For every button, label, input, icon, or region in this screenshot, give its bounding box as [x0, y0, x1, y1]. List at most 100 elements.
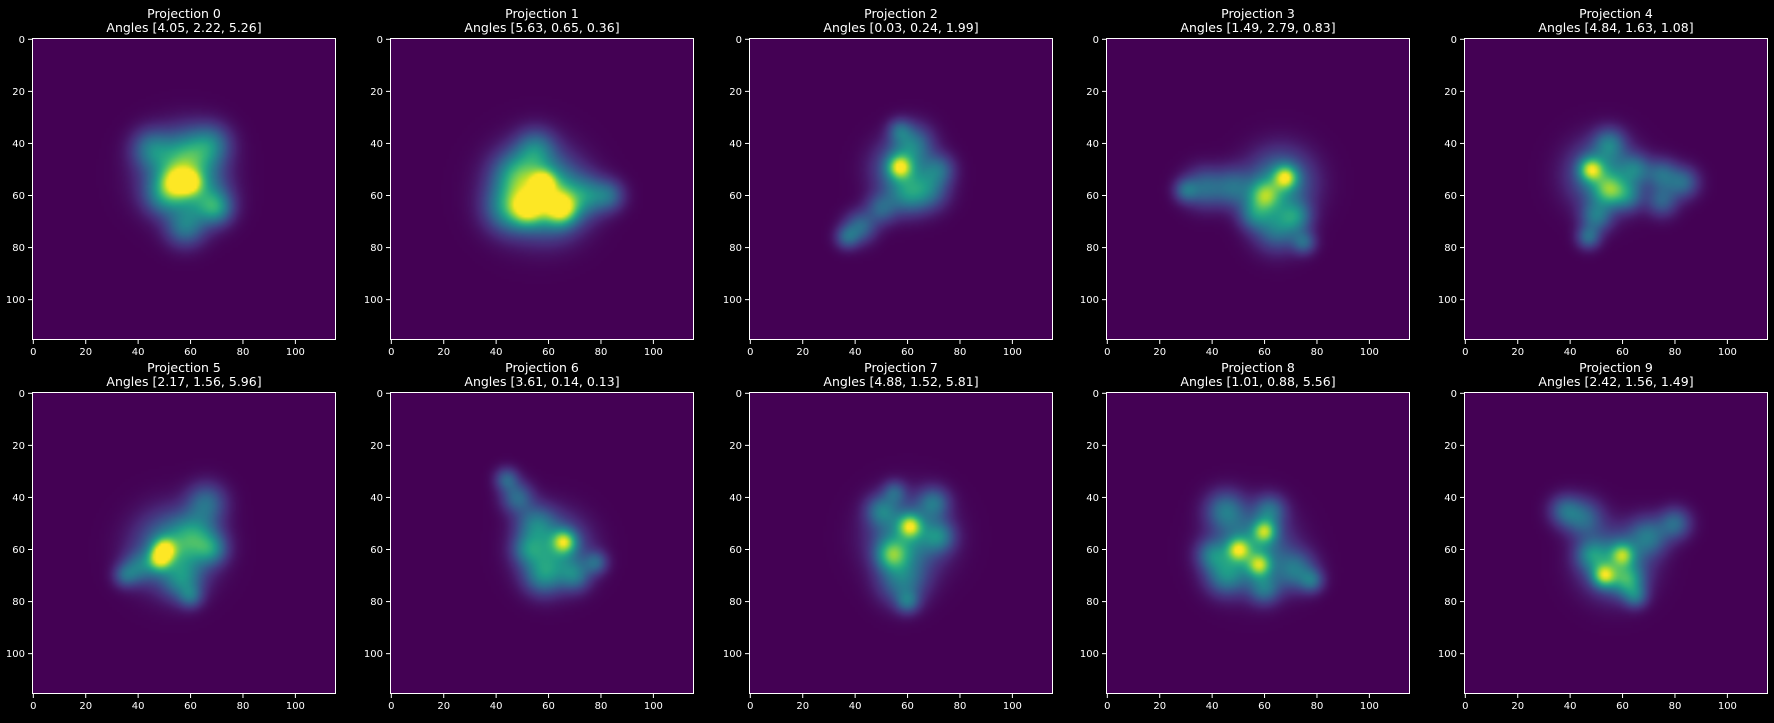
panel-title: Projection 5: [147, 360, 221, 375]
x-tick-label: 0: [30, 701, 36, 712]
x-tick-label: 80: [954, 701, 967, 712]
y-tick-label: 80: [729, 243, 742, 254]
y-tick-label: 80: [12, 243, 25, 254]
x-tick-label: 40: [490, 347, 503, 358]
x-tick-label: 0: [747, 347, 753, 358]
y-tick-label: 100: [364, 649, 383, 660]
x-tick-label: 20: [1153, 701, 1166, 712]
panel-title: Projection 2: [864, 6, 938, 21]
y-tick-label: 40: [1086, 139, 1099, 150]
panel-subtitle: Angles [2.17, 1.56, 5.96]: [106, 374, 261, 389]
y-tick-label: 40: [729, 139, 742, 150]
x-tick-label: 80: [1311, 701, 1324, 712]
y-tick-label: 0: [1093, 35, 1099, 46]
y-tick-label: 40: [370, 493, 383, 504]
x-tick-label: 40: [1206, 701, 1219, 712]
panel-title: Projection 1: [505, 6, 579, 21]
x-tick-label: 60: [184, 347, 197, 358]
x-tick-label: 60: [1616, 347, 1629, 358]
panel-subtitle: Angles [3.61, 0.14, 0.13]: [464, 374, 619, 389]
heatmap-image: [1464, 392, 1768, 694]
x-tick-label: 20: [437, 701, 450, 712]
heatmap-image: [32, 392, 336, 694]
x-tick-label: 100: [1360, 347, 1379, 358]
panel-title: Projection 0: [147, 6, 221, 21]
x-tick-label: 60: [901, 347, 914, 358]
x-tick-label: 100: [286, 701, 305, 712]
y-tick-label: 20: [370, 441, 383, 452]
x-tick-label: 100: [1718, 701, 1737, 712]
heatmap-image: [749, 392, 1053, 694]
y-tick-label: 100: [1438, 295, 1457, 306]
axes-frame: [1106, 392, 1410, 694]
y-tick-label: 60: [1444, 545, 1457, 556]
x-tick-label: 40: [132, 701, 145, 712]
y-tick-label: 100: [1080, 295, 1099, 306]
heatmap-image: [749, 38, 1053, 340]
x-tick-label: 60: [1258, 347, 1271, 358]
y-tick-label: 60: [12, 191, 25, 202]
x-tick-label: 20: [1511, 701, 1524, 712]
x-tick-label: 80: [237, 701, 250, 712]
x-tick-label: 100: [286, 347, 305, 358]
y-tick-label: 80: [12, 597, 25, 608]
x-tick-label: 100: [644, 701, 663, 712]
x-tick-label: 40: [132, 347, 145, 358]
y-tick-label: 60: [1086, 545, 1099, 556]
y-tick-label: 60: [729, 545, 742, 556]
heatmap-image: [390, 392, 694, 694]
axes-frame: [390, 38, 694, 340]
y-tick-label: 0: [736, 35, 742, 46]
y-tick-label: 0: [1451, 35, 1457, 46]
y-tick-label: 40: [729, 493, 742, 504]
axes-frame: [32, 38, 336, 340]
x-tick-label: 20: [796, 701, 809, 712]
y-tick-label: 100: [1080, 649, 1099, 660]
y-tick-label: 0: [1093, 389, 1099, 400]
panel-title: Projection 4: [1579, 6, 1653, 21]
panel-subtitle: Angles [2.42, 1.56, 1.49]: [1538, 374, 1693, 389]
y-tick-label: 60: [370, 191, 383, 202]
y-tick-label: 20: [1086, 441, 1099, 452]
x-tick-label: 40: [490, 701, 503, 712]
panel-subtitle: Angles [4.88, 1.52, 5.81]: [823, 374, 978, 389]
y-tick-label: 20: [729, 441, 742, 452]
y-tick-label: 20: [1086, 87, 1099, 98]
y-tick-label: 60: [12, 545, 25, 556]
x-tick-label: 100: [644, 347, 663, 358]
y-tick-label: 100: [364, 295, 383, 306]
axes-frame: [390, 392, 694, 694]
x-tick-label: 60: [1258, 701, 1271, 712]
panel-subtitle: Angles [1.49, 2.79, 0.83]: [1180, 20, 1335, 35]
x-tick-label: 100: [1360, 701, 1379, 712]
y-tick-label: 100: [1438, 649, 1457, 660]
panel-title: Projection 6: [505, 360, 579, 375]
heatmap-image: [1464, 38, 1768, 340]
y-tick-label: 0: [377, 389, 383, 400]
x-tick-label: 100: [1718, 347, 1737, 358]
x-tick-label: 0: [1462, 701, 1468, 712]
x-tick-label: 100: [1003, 347, 1022, 358]
panel-subtitle: Angles [4.84, 1.63, 1.08]: [1538, 20, 1693, 35]
y-tick-label: 80: [370, 243, 383, 254]
x-tick-label: 40: [849, 347, 862, 358]
x-tick-label: 80: [595, 347, 608, 358]
y-tick-label: 40: [12, 139, 25, 150]
panel-title: Projection 9: [1579, 360, 1653, 375]
panel-subtitle: Angles [1.01, 0.88, 5.56]: [1180, 374, 1335, 389]
y-tick-label: 40: [12, 493, 25, 504]
y-tick-label: 20: [1444, 87, 1457, 98]
y-tick-label: 0: [19, 389, 25, 400]
x-tick-label: 40: [1564, 347, 1577, 358]
y-tick-label: 0: [377, 35, 383, 46]
x-tick-label: 0: [388, 701, 394, 712]
